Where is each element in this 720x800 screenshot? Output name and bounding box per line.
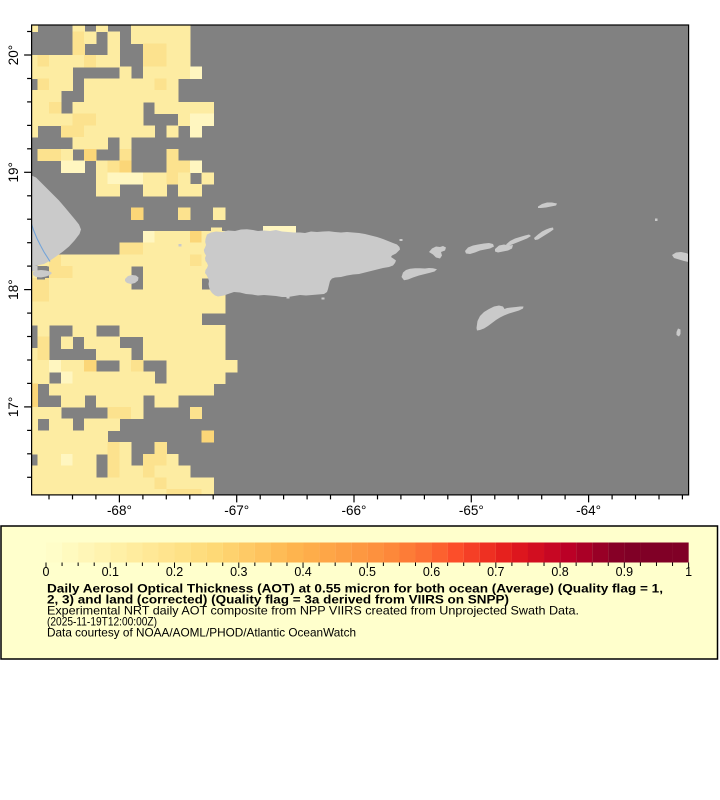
svg-text:0.7: 0.7 <box>487 565 504 579</box>
svg-text:Data courtesy of NOAA/AOML/PHO: Data courtesy of NOAA/AOML/PHOD/Atlantic… <box>47 626 356 640</box>
svg-text:Daily Aerosol Optical Thicknes: Daily Aerosol Optical Thickness (AOT) at… <box>47 582 663 596</box>
svg-text:0: 0 <box>43 565 50 579</box>
svg-text:18°: 18° <box>6 279 21 299</box>
svg-text:1: 1 <box>685 565 692 579</box>
svg-text:0.2: 0.2 <box>166 565 183 579</box>
svg-text:2, 3) and land (corrected) (Qu: 2, 3) and land (corrected) (Quality flag… <box>47 593 509 607</box>
svg-text:-65°: -65° <box>459 503 484 518</box>
svg-text:-66°: -66° <box>342 503 367 518</box>
svg-text:-67°: -67° <box>224 503 249 518</box>
svg-text:0.3: 0.3 <box>230 565 247 579</box>
svg-text:19°: 19° <box>6 162 21 182</box>
svg-text:17°: 17° <box>6 397 21 417</box>
svg-text:0.1: 0.1 <box>102 565 119 579</box>
svg-text:0.8: 0.8 <box>551 565 568 579</box>
svg-text:-64°: -64° <box>576 503 601 518</box>
svg-text:0.9: 0.9 <box>616 565 633 579</box>
svg-text:Experimental NRT daily AOT com: Experimental NRT daily AOT composite fro… <box>47 604 579 618</box>
svg-text:-68°: -68° <box>107 503 132 518</box>
svg-text:0.6: 0.6 <box>423 565 440 579</box>
svg-text:0.4: 0.4 <box>294 565 311 579</box>
svg-text:(2025-11-19T12:00:00Z): (2025-11-19T12:00:00Z) <box>47 615 157 629</box>
svg-text:20°: 20° <box>6 45 21 65</box>
svg-text:0.5: 0.5 <box>359 565 376 579</box>
